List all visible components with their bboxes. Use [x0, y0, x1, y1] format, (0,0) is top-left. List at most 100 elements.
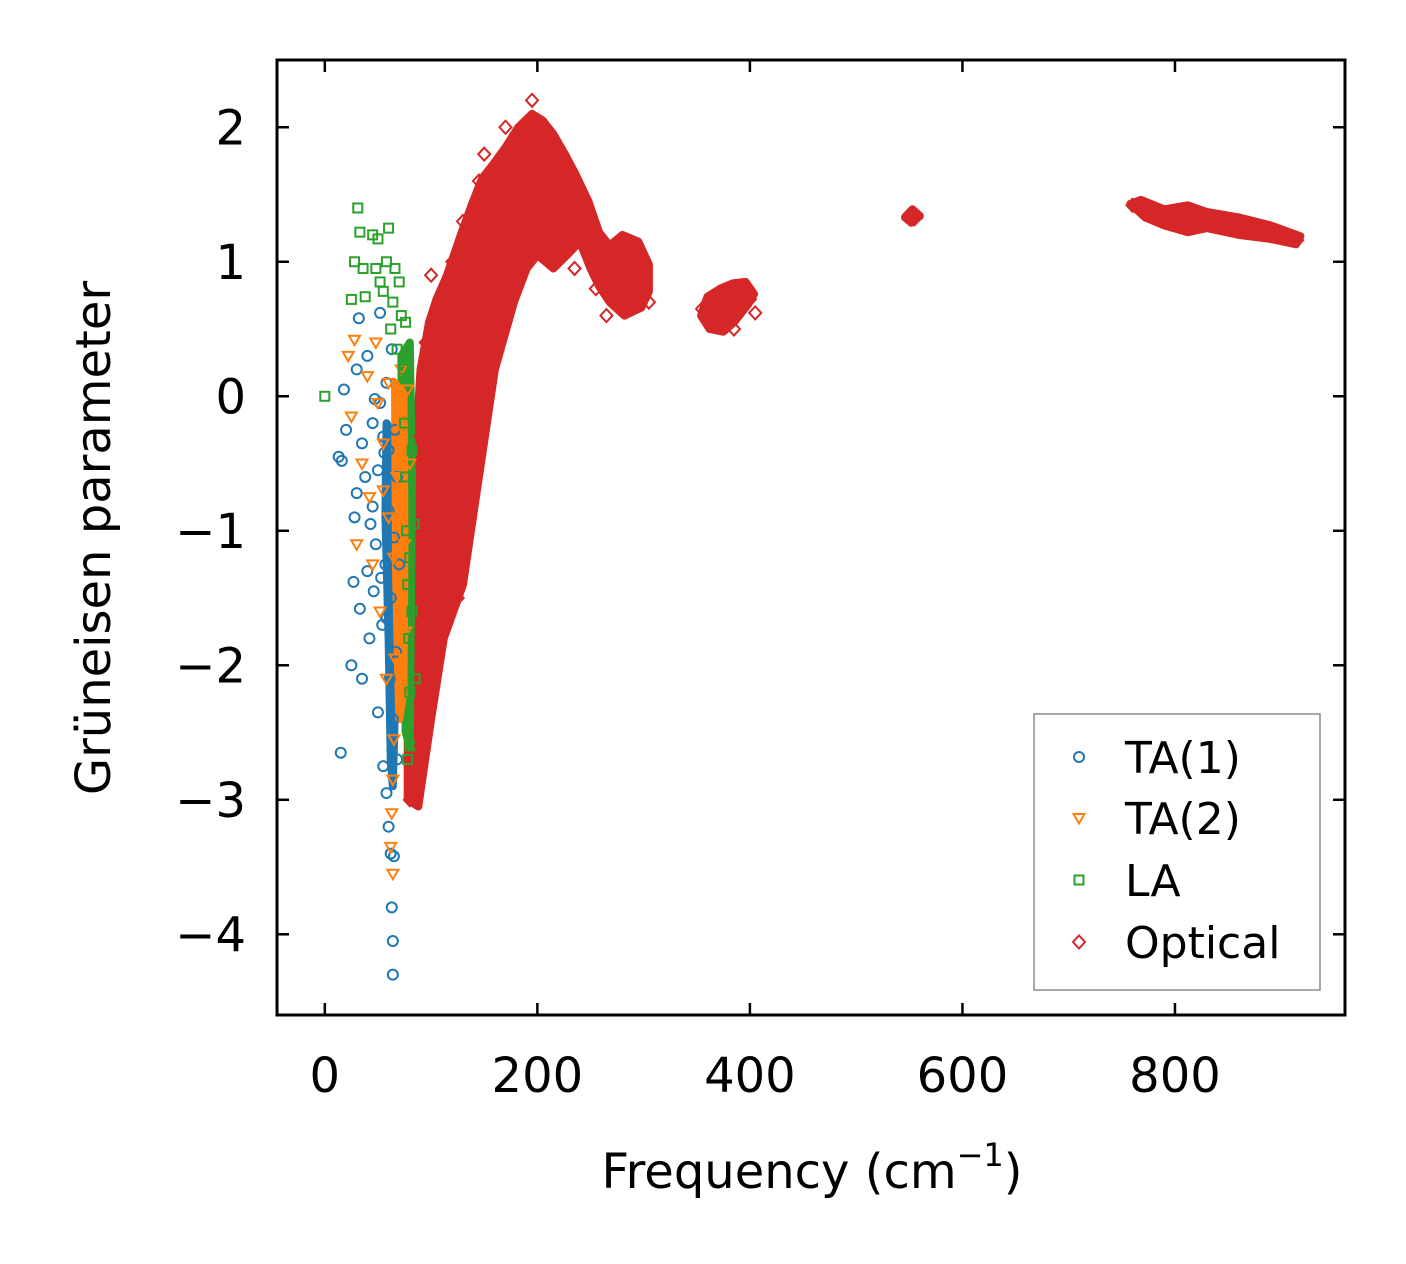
- data-point: [383, 222, 395, 234]
- data-point: [354, 458, 370, 472]
- y-tick-label: −2: [175, 638, 246, 694]
- data-point: [694, 300, 710, 317]
- data-point: [907, 210, 922, 227]
- data-point: [615, 247, 630, 264]
- data-point: [362, 492, 377, 505]
- data-point: [385, 901, 398, 914]
- legend-label-la: LA: [1125, 856, 1181, 907]
- data-point: [354, 226, 366, 238]
- legend-marker-la: [1073, 874, 1085, 886]
- data-point: [370, 262, 382, 274]
- data-point: [387, 296, 399, 308]
- data-point: [386, 713, 399, 726]
- data-point: [359, 291, 371, 303]
- data-point: [418, 334, 434, 351]
- data-point: [396, 424, 411, 438]
- data-point: [402, 753, 414, 765]
- data-point: [371, 464, 384, 477]
- data-point: [399, 417, 411, 429]
- data-point: [379, 673, 394, 687]
- series-optical: [402, 92, 1305, 808]
- data-point: [408, 778, 424, 795]
- data-point: [347, 334, 362, 348]
- data-point: [379, 558, 392, 571]
- data-point: [363, 632, 376, 645]
- data-point: [418, 684, 434, 701]
- data-point: [413, 428, 428, 445]
- y-axis-label: Grüneisen parameter: [66, 281, 122, 796]
- data-point: [382, 504, 395, 517]
- legend-markers: [1071, 751, 1087, 950]
- data-point: [402, 579, 414, 591]
- data-point: [1273, 226, 1289, 243]
- data-point: [409, 673, 421, 685]
- legend-marker-ta2: [1071, 813, 1087, 826]
- data-point: [400, 316, 412, 328]
- data-point: [337, 383, 350, 396]
- y-tick-label: −3: [175, 773, 246, 829]
- data-point: [387, 531, 400, 544]
- data-point: [726, 321, 742, 337]
- tick-labels: 0 200 400 600 800 −4 −3 −2 −1 0 1 2: [175, 100, 1221, 1104]
- data-point: [1188, 208, 1204, 225]
- legend: TA(1) TA(2) LA Optical: [1033, 713, 1321, 991]
- x-tick-label: 400: [704, 1048, 796, 1104]
- data-point: [349, 256, 361, 268]
- y-tick-label: −4: [175, 907, 246, 963]
- data-point: [350, 363, 363, 376]
- data-point: [391, 753, 404, 766]
- data-point: [366, 500, 379, 513]
- data-point: [376, 485, 391, 498]
- data-point: [366, 417, 379, 430]
- data-point: [401, 525, 413, 537]
- data-point: [381, 512, 396, 525]
- data-point: [529, 240, 545, 257]
- data-point: [375, 571, 388, 584]
- data-point: [418, 576, 434, 593]
- data-point: [386, 968, 399, 981]
- data-point: [413, 738, 428, 754]
- x-axis-label-superscript: −1: [957, 1136, 1004, 1174]
- data-point: [545, 247, 561, 264]
- data-point: [561, 166, 577, 183]
- data-point: [423, 509, 439, 526]
- data-point: [359, 470, 372, 483]
- data-point: [404, 686, 416, 698]
- data-point: [334, 746, 347, 759]
- data-point: [742, 291, 758, 308]
- data-point: [487, 186, 503, 203]
- legend-frame: [1033, 713, 1321, 991]
- data-point: [391, 579, 407, 593]
- data-point: [384, 847, 397, 860]
- data-point: [408, 518, 420, 530]
- data-point: [400, 384, 415, 398]
- plot-frame: [275, 58, 1347, 1017]
- data-point: [377, 285, 389, 297]
- data-point: [385, 774, 401, 788]
- data-point: [397, 539, 412, 552]
- data-point: [551, 139, 566, 156]
- data-point: [519, 226, 535, 243]
- x-tick-label: 0: [310, 1048, 341, 1104]
- x-axis-label: Frequency (cm−1): [601, 1136, 1022, 1200]
- y-tick-label: 2: [215, 100, 246, 156]
- data-point: [434, 401, 450, 418]
- data-point: [374, 276, 386, 288]
- data-point: [476, 401, 492, 418]
- data-point: [367, 585, 380, 598]
- x-tick-label: 200: [492, 1048, 584, 1104]
- data-point: [356, 437, 369, 450]
- data-point: [393, 276, 405, 288]
- dense-point-regions: [381, 109, 1305, 811]
- data-point: [386, 734, 402, 747]
- data-point: [377, 430, 390, 443]
- axis-ticks: [277, 60, 1345, 1015]
- data-point: [380, 612, 393, 625]
- series-la: [319, 202, 421, 765]
- series-ta1: [332, 306, 406, 981]
- data-point: [357, 262, 369, 274]
- data-point: [498, 119, 513, 136]
- data-point: [377, 760, 390, 773]
- data-point: [369, 538, 382, 551]
- data-point: [348, 511, 361, 524]
